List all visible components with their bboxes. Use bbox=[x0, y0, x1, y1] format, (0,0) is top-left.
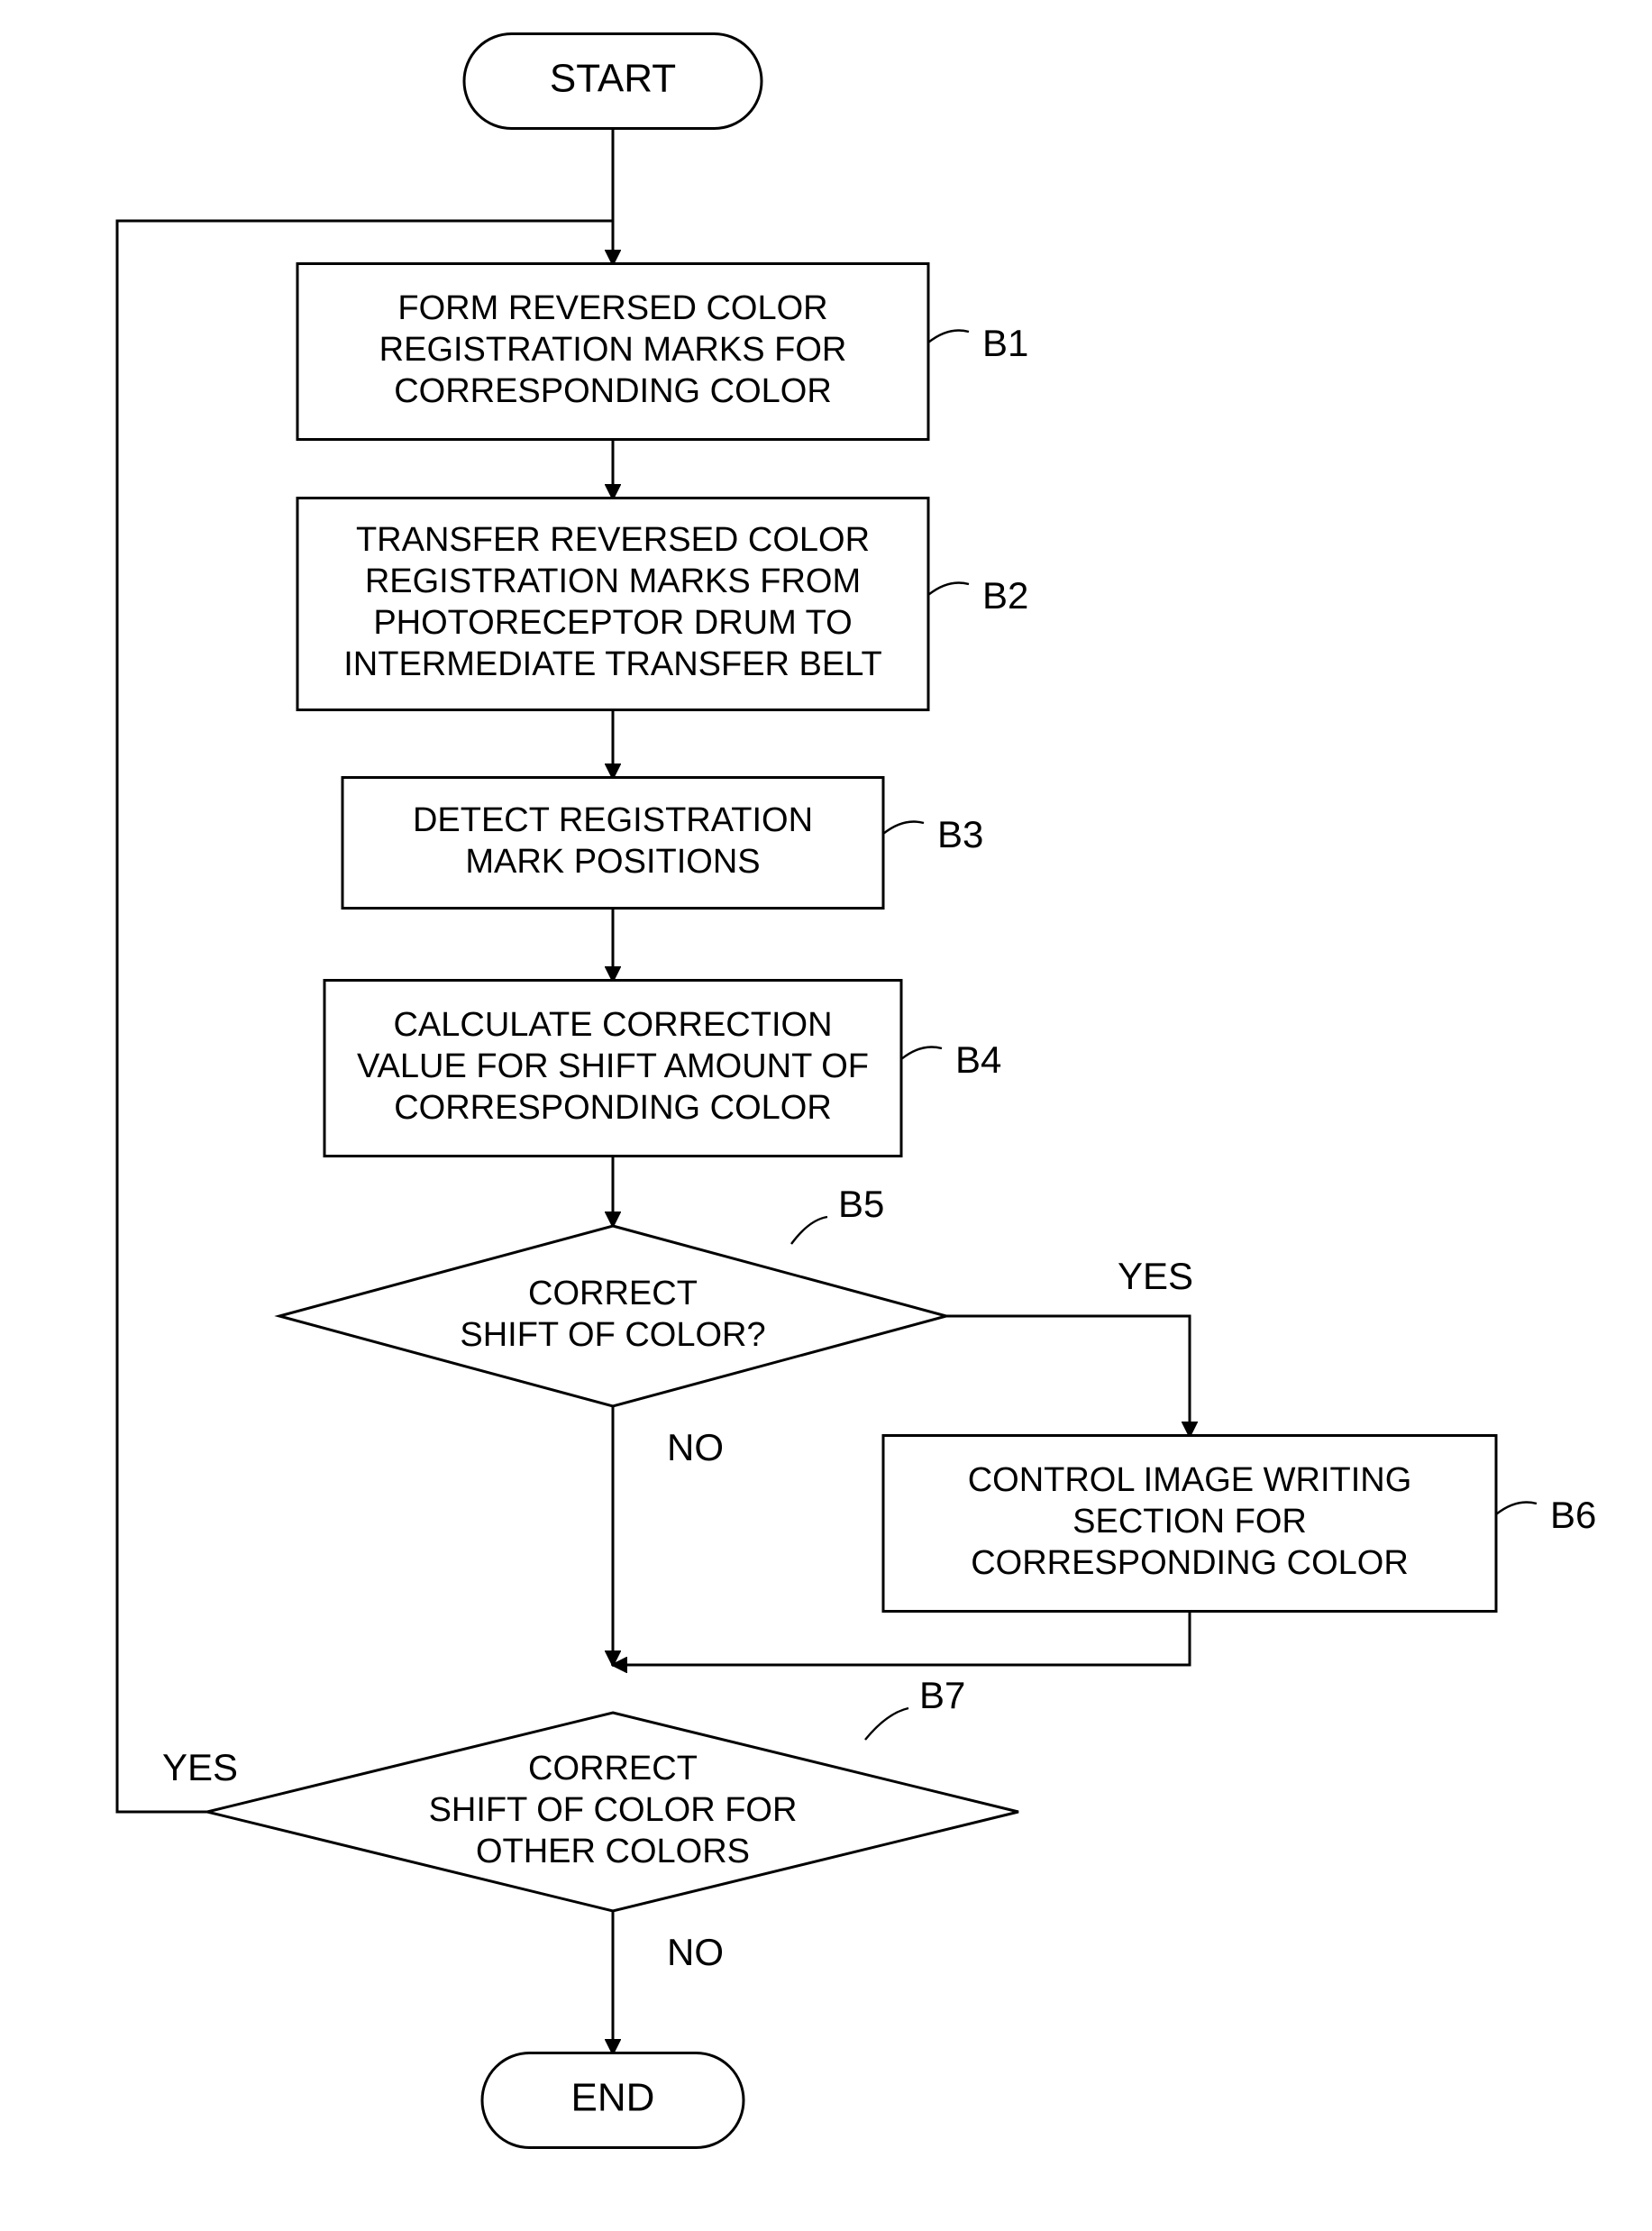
label-leader bbox=[1496, 1503, 1537, 1515]
node-text-line: CORRECT bbox=[528, 1275, 698, 1312]
label-leader bbox=[883, 822, 924, 835]
node-b7: CORRECTSHIFT OF COLOR FOR OTHER COLORS bbox=[207, 1713, 1018, 1911]
step-label-b5: B5 bbox=[838, 1183, 884, 1225]
node-text-line: FORM REVERSED COLOR bbox=[397, 289, 827, 327]
node-b5: CORRECT SHIFT OF COLOR? bbox=[279, 1226, 946, 1406]
edge-label: NO bbox=[667, 1426, 724, 1468]
flow-edge bbox=[613, 1612, 1190, 1665]
label-leader bbox=[791, 1217, 827, 1244]
node-text-line: DETECT REGISTRATION bbox=[413, 801, 813, 839]
flow-edge bbox=[946, 1316, 1190, 1436]
node-text-line: CONTROL IMAGE WRITING bbox=[968, 1461, 1412, 1499]
node-text-line: REGISTRATION MARKS FOR bbox=[379, 331, 847, 369]
node-text-line: CALCULATE CORRECTION bbox=[393, 1006, 832, 1044]
nodes-layer: START FORM REVERSED COLOR REGISTRATION MAR… bbox=[207, 34, 1596, 2148]
node-text-line: OTHER COLORS bbox=[476, 1833, 750, 1870]
step-label-b6: B6 bbox=[1550, 1494, 1596, 1536]
node-end: END bbox=[482, 2053, 744, 2148]
node-text-line: END bbox=[571, 2076, 655, 2120]
node-text-line: TRANSFER REVERSED COLOR bbox=[356, 521, 870, 559]
node-b4: CALCULATE CORRECTIONVALUE FOR SHIFT AMOU… bbox=[324, 981, 901, 1157]
node-text-line: INTERMEDIATE TRANSFER BELT bbox=[343, 645, 882, 683]
node-text-line: PHOTORECEPTOR DRUM TO bbox=[373, 604, 852, 642]
edge-label: YES bbox=[162, 1746, 238, 1788]
node-b1: FORM REVERSED COLOR REGISTRATION MARKS FO… bbox=[297, 264, 928, 440]
step-label-b3: B3 bbox=[937, 813, 983, 855]
flowchart-svg: NO YES NO YES START FORM REVERSED COLOR REGIST… bbox=[0, 0, 1652, 2231]
node-text-line: CORRECT bbox=[528, 1750, 698, 1788]
step-label-b4: B4 bbox=[955, 1038, 1001, 1081]
node-text-line: VALUE FOR SHIFT AMOUNT OF bbox=[357, 1047, 869, 1085]
node-b2: TRANSFER REVERSED COLORREGISTRATION MARK… bbox=[297, 498, 928, 710]
step-label-b2: B2 bbox=[982, 574, 1028, 617]
node-text-line: CORRESPONDING COLOR bbox=[971, 1544, 1409, 1582]
node-text-line: CORRESPONDING COLOR bbox=[394, 1089, 832, 1127]
step-label-b1: B1 bbox=[982, 322, 1028, 364]
edge-label: NO bbox=[667, 1931, 724, 1973]
step-label-b7: B7 bbox=[919, 1674, 965, 1716]
label-leader bbox=[901, 1047, 942, 1060]
node-text-line: SHIFT OF COLOR FOR bbox=[429, 1791, 798, 1829]
node-text-line: START bbox=[550, 57, 676, 101]
node-text-line: SHIFT OF COLOR? bbox=[460, 1316, 765, 1354]
label-leader bbox=[865, 1708, 908, 1740]
edge-label: YES bbox=[1118, 1255, 1193, 1297]
node-text-line: SECTION FOR bbox=[1072, 1503, 1307, 1541]
node-text-line: MARK POSITIONS bbox=[465, 843, 760, 881]
node-start: START bbox=[464, 34, 762, 129]
node-b3: DETECT REGISTRATION MARK POSITIONS bbox=[342, 778, 883, 909]
node-text-line: CORRESPONDING COLOR bbox=[394, 372, 832, 410]
label-leader bbox=[928, 331, 969, 343]
label-leader bbox=[928, 583, 969, 596]
node-b6: CONTROL IMAGE WRITING SECTION FORCORRESPO… bbox=[883, 1436, 1496, 1612]
node-text-line: REGISTRATION MARKS FROM bbox=[365, 562, 861, 600]
